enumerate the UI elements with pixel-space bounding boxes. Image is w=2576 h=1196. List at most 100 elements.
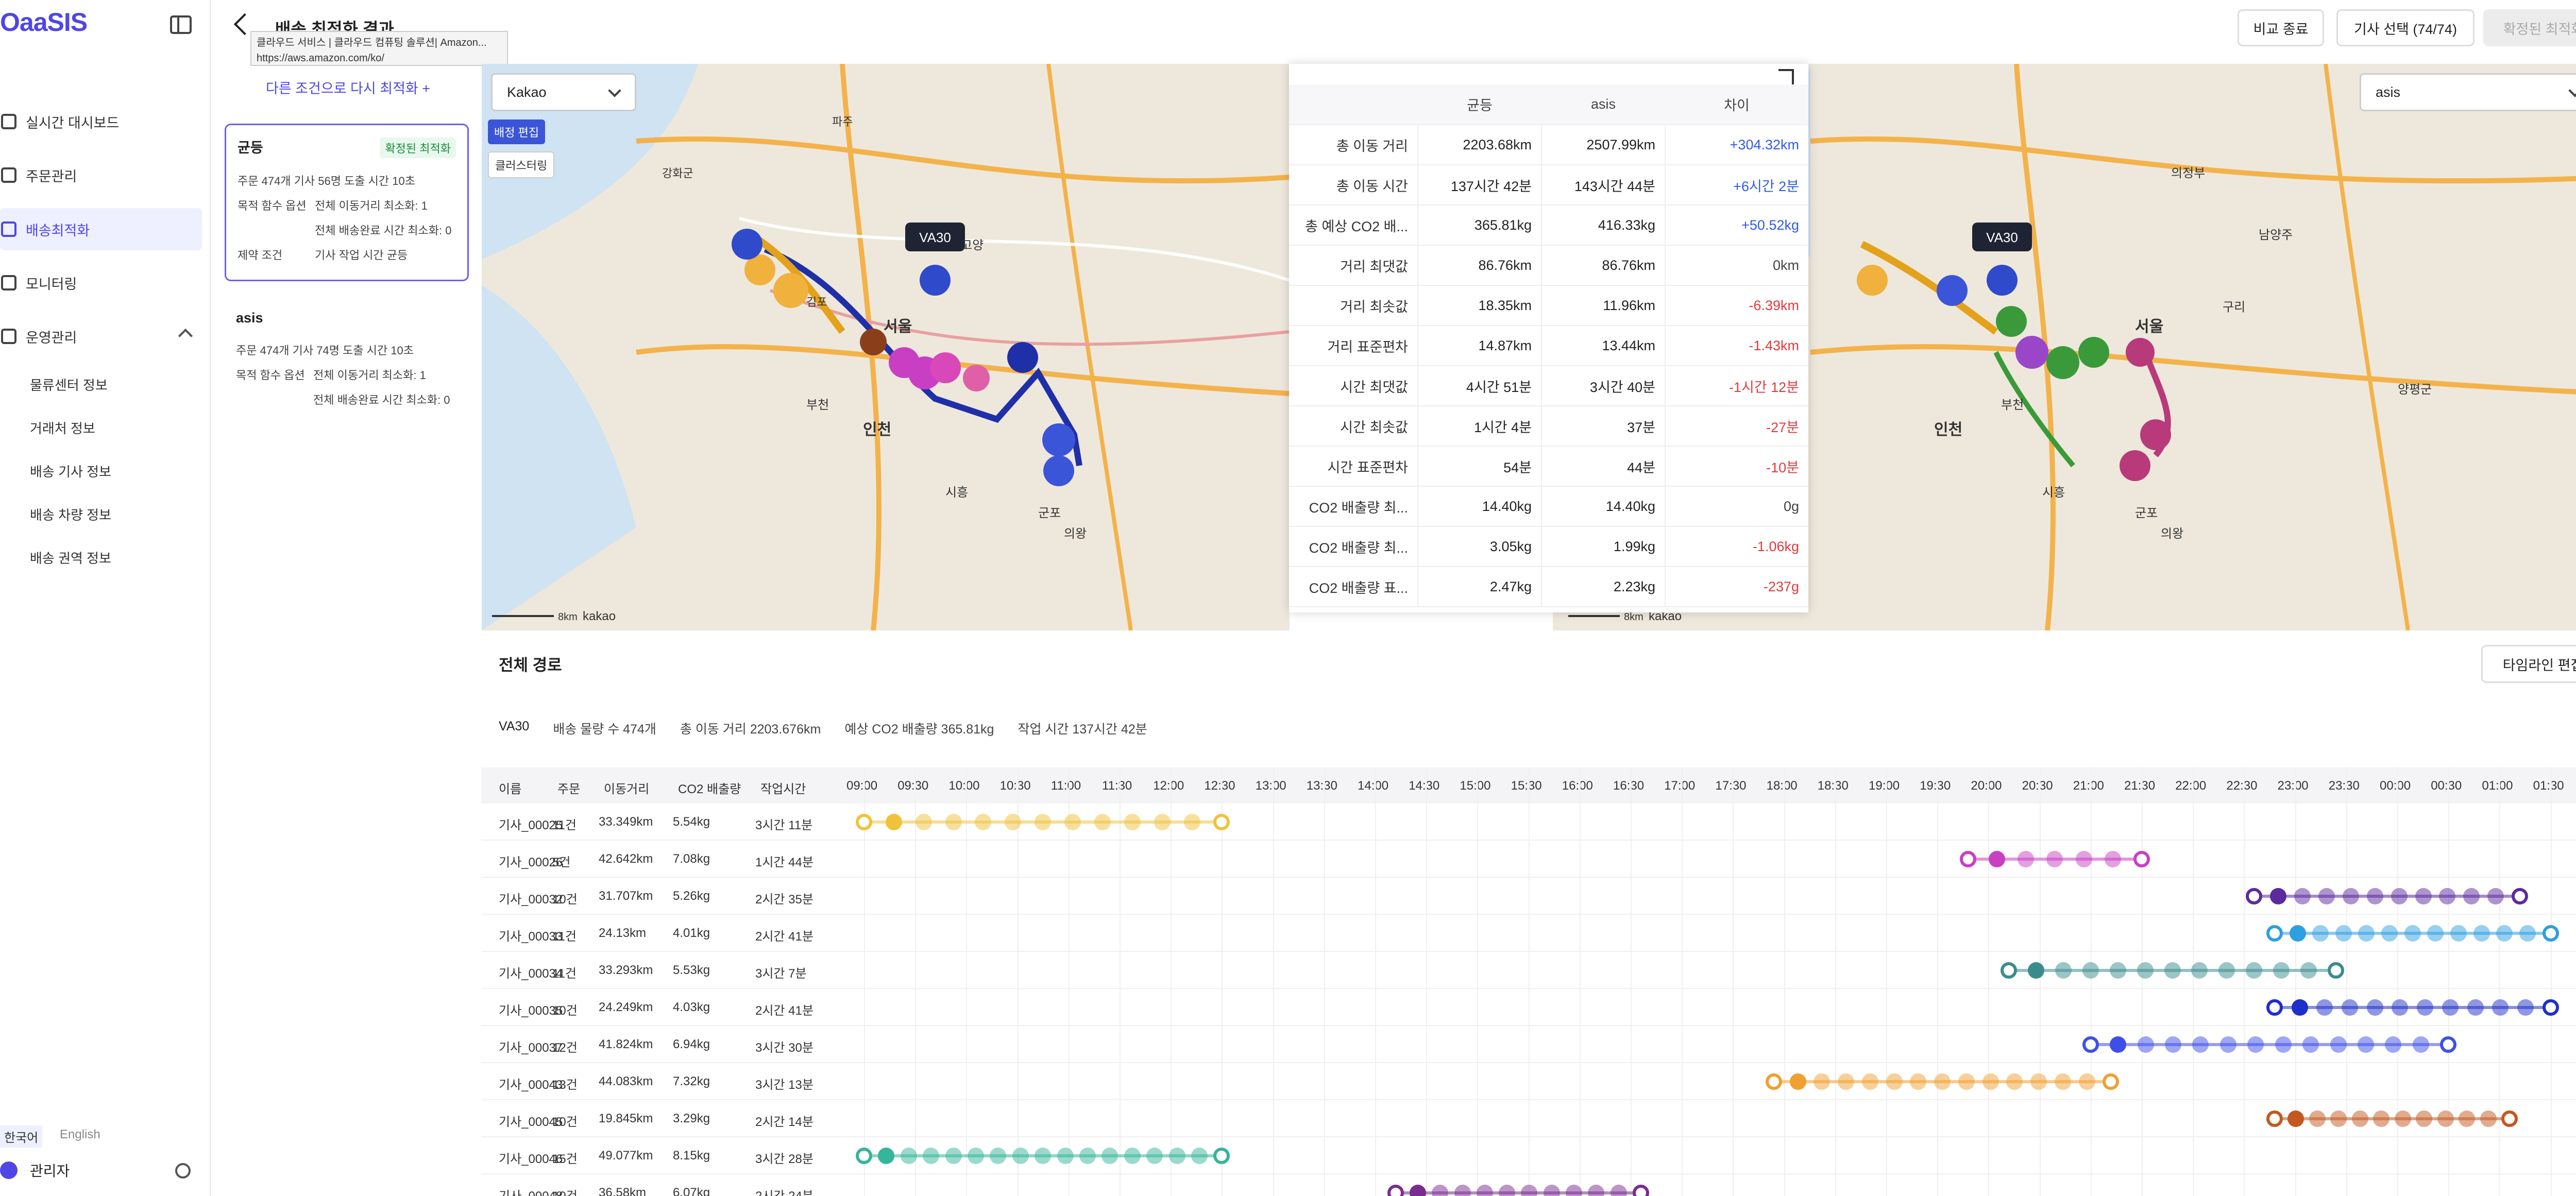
stop-marker[interactable]: [2437, 1110, 2454, 1127]
optimization-card-asis[interactable]: asis 주문 474개 기사 74명 도출 시간 10초 목적 함수 옵션 전체…: [225, 299, 469, 417]
stop-marker[interactable]: [2192, 1036, 2209, 1053]
stop-marker[interactable]: [2427, 925, 2444, 942]
stop-marker[interactable]: [1183, 814, 1200, 830]
stop-marker[interactable]: [2330, 1036, 2347, 1053]
stop-marker[interactable]: [878, 1148, 895, 1164]
sidebar-item-operations[interactable]: 운영관리: [0, 315, 202, 357]
stop-marker[interactable]: [2164, 962, 2181, 979]
assignment-edit-button[interactable]: 배정 편집: [488, 119, 546, 144]
stop-marker[interactable]: [2357, 1036, 2374, 1053]
stop-marker[interactable]: [2018, 851, 2035, 867]
stop-marker[interactable]: [1064, 814, 1081, 830]
table-row[interactable]: 기사_00035 10건 24.249km 4.03kg 2시간 41분: [481, 989, 2576, 1026]
stop-marker[interactable]: [2302, 1036, 2319, 1053]
stop-marker[interactable]: [1124, 1148, 1141, 1164]
stop-marker[interactable]: [2246, 962, 2263, 979]
depot-marker[interactable]: [920, 265, 951, 296]
stop-marker[interactable]: [2165, 1036, 2182, 1053]
route-bar[interactable]: [1395, 1191, 1641, 1194]
stop-marker[interactable]: [2450, 925, 2467, 942]
stop-marker[interactable]: [1079, 1148, 1096, 1164]
lang-english[interactable]: English: [60, 1127, 100, 1141]
expand-icon[interactable]: [1778, 69, 1794, 84]
route-bar[interactable]: [2254, 895, 2520, 898]
table-row[interactable]: 기사_00025 11건 33.349km 5.54kg 3시간 11분: [481, 804, 2576, 841]
sidebar-subitem-vehicle[interactable]: 배송 차량 정보: [30, 507, 111, 523]
stop-marker[interactable]: [1432, 1185, 1449, 1196]
end-marker[interactable]: [2327, 962, 2344, 979]
start-marker[interactable]: [1959, 851, 1976, 867]
start-marker[interactable]: [2266, 1110, 2283, 1127]
stop-marker[interactable]: [2381, 925, 2398, 942]
end-marker[interactable]: [2542, 925, 2559, 942]
lang-korean[interactable]: 한국어: [0, 1125, 43, 1148]
stop-marker[interactable]: [1168, 1148, 1185, 1164]
stop-marker[interactable]: [1988, 851, 2005, 867]
reoptimize-link[interactable]: 다른 조건으로 다시 최적화 +: [266, 81, 431, 96]
end-marker[interactable]: [2542, 999, 2559, 1016]
sidebar-item-realtime-dashboard[interactable]: 실시간 대시보드: [0, 100, 202, 143]
stop-marker[interactable]: [2404, 925, 2421, 942]
stop-marker[interactable]: [1934, 1073, 1951, 1090]
stop-marker[interactable]: [1094, 814, 1111, 830]
stop-marker[interactable]: [2312, 925, 2329, 942]
stop-marker[interactable]: [2517, 999, 2534, 1016]
end-marker[interactable]: [1213, 1148, 1230, 1164]
stop-marker[interactable]: [945, 1148, 962, 1164]
stop-marker[interactable]: [2137, 962, 2154, 979]
sidebar-subitem-driver[interactable]: 배송 기사 정보: [30, 464, 111, 480]
stop-marker[interactable]: [2392, 999, 2409, 1016]
stop-marker[interactable]: [1154, 814, 1171, 830]
stop-marker[interactable]: [1588, 1185, 1605, 1196]
start-marker[interactable]: [2246, 888, 2263, 904]
route-bar[interactable]: [2274, 1117, 2510, 1120]
stop-marker[interactable]: [1886, 1073, 1903, 1090]
sidebar-subitem-region[interactable]: 배송 권역 정보: [30, 551, 111, 566]
stop-marker[interactable]: [1005, 814, 1022, 830]
stop-marker[interactable]: [2415, 888, 2432, 904]
driver-select-button[interactable]: 기사 선택 (74/74): [2336, 9, 2475, 46]
compare-end-button[interactable]: 비교 종료: [2238, 9, 2324, 46]
end-marker[interactable]: [2512, 888, 2529, 904]
table-row[interactable]: 기사_00045 10건 19.845km 3.29kg 2시간 14분: [481, 1100, 2576, 1137]
map-scenario-select[interactable]: asis: [2360, 73, 2576, 111]
stop-marker[interactable]: [1910, 1073, 1927, 1090]
stop-marker[interactable]: [2318, 888, 2335, 904]
stop-marker[interactable]: [2366, 888, 2383, 904]
stop-marker[interactable]: [1012, 1148, 1029, 1164]
stop-marker[interactable]: [2275, 1036, 2292, 1053]
stop-marker[interactable]: [2027, 962, 2044, 979]
stop-marker[interactable]: [2342, 999, 2358, 1016]
stop-marker[interactable]: [1521, 1185, 1538, 1196]
stop-marker[interactable]: [2316, 999, 2333, 1016]
stop-marker[interactable]: [1101, 1148, 1118, 1164]
clustering-button[interactable]: 클러스터링: [488, 151, 555, 178]
stop-marker[interactable]: [2417, 999, 2434, 1016]
stop-marker[interactable]: [2459, 1110, 2476, 1127]
stop-marker[interactable]: [2391, 888, 2408, 904]
sidebar-item-monitoring[interactable]: 모니터링: [0, 262, 202, 304]
stop-marker[interactable]: [2270, 888, 2287, 904]
stop-marker[interactable]: [2467, 999, 2484, 1016]
stop-marker[interactable]: [2412, 1036, 2429, 1053]
table-row[interactable]: 기사_00043 13건 44.083km 7.32kg 3시간 13분: [481, 1063, 2576, 1100]
stop-marker[interactable]: [2046, 851, 2063, 867]
stop-marker[interactable]: [2442, 999, 2459, 1016]
end-marker[interactable]: [2501, 1110, 2518, 1127]
stop-marker[interactable]: [2219, 1036, 2236, 1053]
stop-marker[interactable]: [2342, 888, 2359, 904]
stop-marker[interactable]: [2287, 1110, 2304, 1127]
stop-marker[interactable]: [923, 1148, 940, 1164]
stop-marker[interactable]: [2218, 962, 2235, 979]
table-row[interactable]: 기사_00034 11건 33.293km 5.53kg 3시간 7분: [481, 952, 2576, 989]
stop-marker[interactable]: [2330, 1110, 2347, 1127]
stop-marker[interactable]: [968, 1148, 984, 1164]
stop-marker[interactable]: [2291, 999, 2308, 1016]
stop-marker[interactable]: [2300, 962, 2317, 979]
stop-marker[interactable]: [2289, 925, 2306, 942]
stop-marker[interactable]: [2109, 962, 2126, 979]
sidebar-subitem-client[interactable]: 거래처 정보: [30, 421, 95, 436]
stop-marker[interactable]: [990, 1148, 1007, 1164]
table-row[interactable]: 기사_00037 12건 41.824km 6.94kg 3시간 30분: [481, 1026, 2576, 1063]
sidebar-item-orders[interactable]: 주문관리: [0, 154, 202, 196]
